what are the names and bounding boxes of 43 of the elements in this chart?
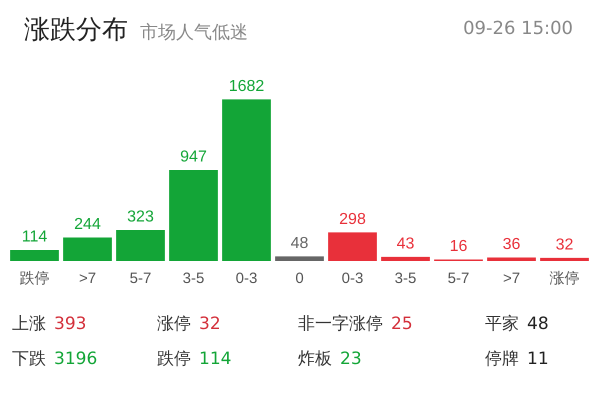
chart-title: 涨跌分布	[24, 15, 128, 45]
x-tick-label: 0	[295, 270, 304, 287]
x-tick-label: >7	[502, 270, 520, 287]
text: 停牌 11	[485, 349, 549, 369]
bar	[10, 250, 59, 261]
x-tick-label: 跌停	[20, 270, 50, 287]
text: 平家 48	[485, 314, 549, 334]
x-tick-label: 涨停	[550, 270, 580, 287]
x-tick-label: 0-3	[342, 270, 364, 287]
data-label: 323	[127, 208, 154, 226]
text: 09-26 15:00	[463, 18, 573, 39]
data-label: 244	[74, 216, 101, 234]
data-label: 1682	[228, 78, 264, 95]
text: 非一字涨停 25	[298, 314, 413, 334]
data-label: 947	[180, 148, 207, 166]
x-tick-label: 5-7	[448, 270, 470, 287]
x-tick-label: 0-3	[236, 270, 258, 287]
x-tick-label: >7	[78, 270, 96, 287]
text: 下跌 3196	[12, 349, 98, 369]
text: 涨停 32	[157, 314, 221, 334]
chart-subtitle: 市场人气低迷	[140, 22, 248, 43]
text: 跌停 114	[157, 349, 232, 369]
bar	[328, 232, 377, 261]
bar	[487, 258, 536, 261]
x-tick-label: 5-7	[130, 270, 152, 287]
text: 炸板 23	[298, 349, 362, 369]
bar	[169, 170, 218, 261]
bar	[381, 256, 430, 261]
x-tick-label: 3-5	[182, 270, 204, 287]
x-tick-label: 3-5	[394, 270, 416, 287]
data-label: 298	[339, 210, 366, 228]
bar	[63, 238, 112, 261]
data-label: 43	[396, 235, 414, 252]
bar	[116, 230, 165, 261]
bar	[275, 256, 324, 261]
data-label: 32	[556, 236, 574, 254]
text: 上涨 393	[12, 314, 86, 334]
bar	[540, 258, 589, 261]
data-label: 16	[450, 238, 468, 255]
data-label: 114	[22, 228, 48, 246]
data-label: 48	[290, 234, 308, 252]
bar	[222, 99, 271, 261]
data-label: 36	[502, 236, 520, 254]
